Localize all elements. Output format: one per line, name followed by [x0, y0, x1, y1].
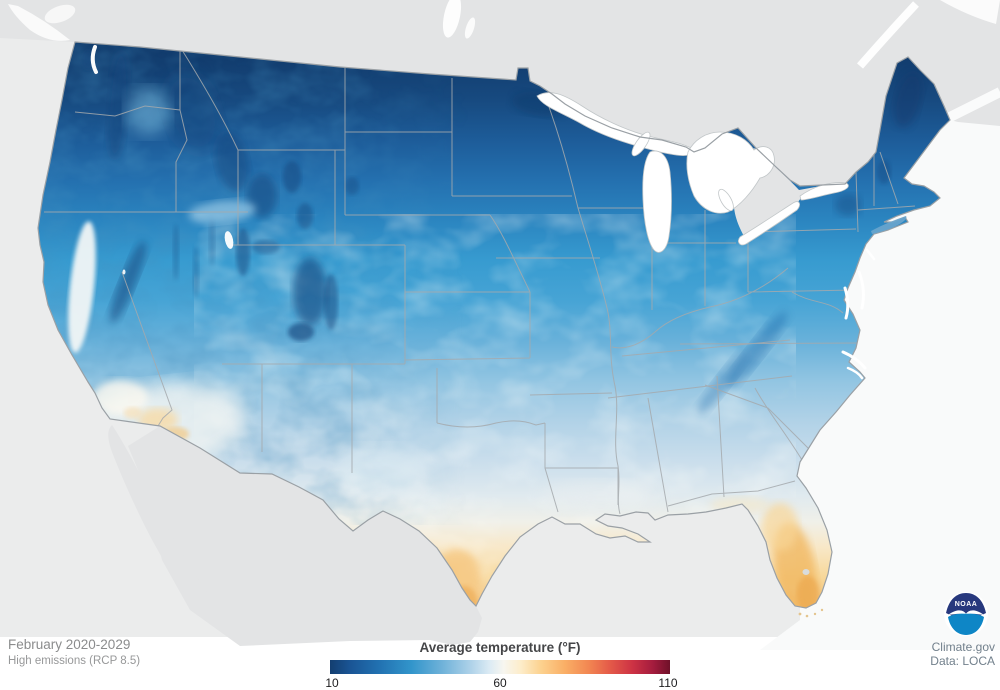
- coastal-water-details: [90, 45, 876, 380]
- noaa-logo-text: NOAA: [955, 601, 978, 608]
- chesapeake-bay: [843, 286, 850, 320]
- legend-ticks: 10 60 110: [325, 676, 677, 690]
- canada-landmass: [0, 0, 1000, 186]
- noaa-logo-icon: NOAA: [944, 592, 988, 636]
- bc-coast-island: [44, 4, 76, 24]
- us-temperature-surface: [38, 42, 950, 608]
- lake-michigan: [642, 150, 672, 253]
- bc-coast-inlets: [8, 4, 70, 41]
- tick-min: 10: [325, 676, 339, 690]
- terrain-shading: [68, 50, 923, 608]
- tick-mid: 60: [493, 676, 507, 690]
- noaa-gull-icon: [948, 610, 984, 615]
- delaware-bay: [857, 270, 865, 310]
- atlantic-ocean: [760, 95, 1000, 650]
- delaware-inlet: [865, 248, 876, 261]
- pamlico-sound: [841, 350, 867, 370]
- source-label: Climate.gov: [931, 640, 995, 654]
- lake-manitoba: [464, 17, 476, 39]
- texture-plains: [280, 270, 710, 550]
- lake-erie: [738, 201, 800, 246]
- state-borders: [44, 46, 916, 515]
- lake-winnipeg: [442, 0, 462, 38]
- lake-huron: [686, 131, 775, 214]
- st-lawrence-river: [856, 1, 919, 69]
- lake-tahoe: [122, 269, 126, 275]
- albemarle-sound: [846, 366, 864, 380]
- florida-keys: [798, 608, 824, 618]
- saginaw-bay: [718, 188, 734, 212]
- long-island: [871, 216, 907, 234]
- period-label: February 2020-2029: [8, 637, 131, 652]
- bay-of-fundy: [941, 87, 1000, 125]
- great-salt-lake: [224, 231, 234, 249]
- legend-title: Average temperature (°F): [419, 640, 581, 655]
- noaa-logo-sea: [948, 613, 984, 635]
- data-source-label: Data: LOCA: [930, 654, 995, 669]
- puget-sound: [90, 45, 98, 74]
- footer-left: February 2020-2029 High emissions (RCP 8…: [8, 637, 140, 668]
- baja-california: [108, 425, 228, 629]
- footer-right: Climate.gov Data: LOCA: [930, 640, 995, 668]
- tick-max: 110: [658, 676, 678, 690]
- lake-okeechobee: [802, 569, 810, 575]
- legend-colorbar: [330, 660, 670, 674]
- mexico-landmass: [108, 425, 482, 646]
- gulf-st-lawrence: [940, 0, 1000, 24]
- scenario-label: High emissions (RCP 8.5): [8, 654, 141, 667]
